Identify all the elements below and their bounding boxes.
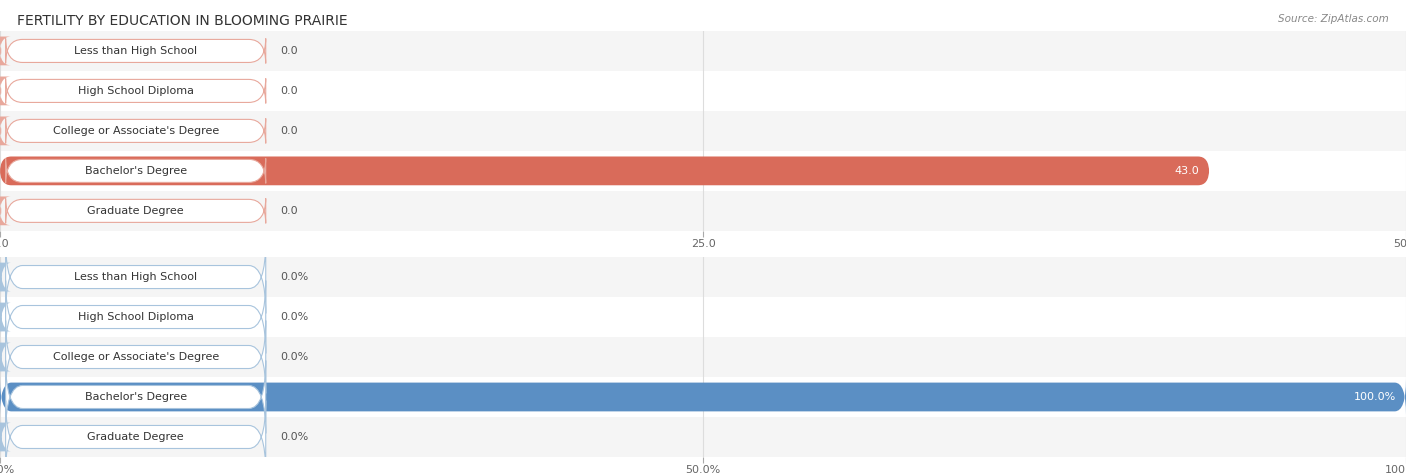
FancyBboxPatch shape	[0, 299, 11, 335]
Text: FERTILITY BY EDUCATION IN BLOOMING PRAIRIE: FERTILITY BY EDUCATION IN BLOOMING PRAIR…	[17, 14, 347, 28]
Text: College or Associate's Degree: College or Associate's Degree	[52, 352, 219, 362]
FancyBboxPatch shape	[6, 360, 266, 434]
Text: 0.0: 0.0	[280, 86, 298, 96]
FancyBboxPatch shape	[0, 259, 11, 295]
Bar	[0, 191, 1406, 231]
FancyBboxPatch shape	[6, 240, 266, 314]
FancyBboxPatch shape	[6, 280, 266, 354]
FancyBboxPatch shape	[6, 119, 266, 143]
Text: Bachelor's Degree: Bachelor's Degree	[84, 392, 187, 402]
Text: Bachelor's Degree: Bachelor's Degree	[84, 166, 187, 176]
Text: Less than High School: Less than High School	[75, 272, 197, 282]
FancyBboxPatch shape	[0, 37, 11, 65]
Text: Graduate Degree: Graduate Degree	[87, 432, 184, 442]
Bar	[0, 297, 1406, 337]
Bar	[0, 31, 1406, 71]
Text: 0.0%: 0.0%	[280, 312, 308, 322]
FancyBboxPatch shape	[0, 117, 11, 145]
FancyBboxPatch shape	[0, 157, 1209, 185]
FancyBboxPatch shape	[6, 159, 266, 183]
Text: 0.0: 0.0	[280, 126, 298, 136]
FancyBboxPatch shape	[0, 77, 11, 105]
Text: 0.0: 0.0	[280, 46, 298, 56]
FancyBboxPatch shape	[6, 79, 266, 103]
Text: Source: ZipAtlas.com: Source: ZipAtlas.com	[1278, 14, 1389, 24]
FancyBboxPatch shape	[0, 339, 11, 375]
FancyBboxPatch shape	[6, 198, 266, 223]
Text: 0.0%: 0.0%	[280, 272, 308, 282]
Bar	[0, 377, 1406, 417]
Text: 0.0%: 0.0%	[280, 352, 308, 362]
Bar	[0, 71, 1406, 111]
Text: 43.0: 43.0	[1174, 166, 1199, 176]
Bar	[0, 417, 1406, 457]
Bar	[0, 111, 1406, 151]
Text: 0.0%: 0.0%	[280, 432, 308, 442]
Bar	[0, 337, 1406, 377]
Bar	[0, 257, 1406, 297]
Text: College or Associate's Degree: College or Associate's Degree	[52, 126, 219, 136]
Bar	[0, 151, 1406, 191]
Text: Less than High School: Less than High School	[75, 46, 197, 56]
FancyBboxPatch shape	[6, 320, 266, 394]
FancyBboxPatch shape	[6, 39, 266, 63]
Text: 100.0%: 100.0%	[1354, 392, 1396, 402]
FancyBboxPatch shape	[6, 400, 266, 474]
FancyBboxPatch shape	[0, 197, 11, 225]
Text: Graduate Degree: Graduate Degree	[87, 206, 184, 216]
Text: High School Diploma: High School Diploma	[77, 86, 194, 96]
FancyBboxPatch shape	[0, 379, 1406, 415]
Text: 0.0: 0.0	[280, 206, 298, 216]
Text: High School Diploma: High School Diploma	[77, 312, 194, 322]
FancyBboxPatch shape	[0, 419, 11, 455]
